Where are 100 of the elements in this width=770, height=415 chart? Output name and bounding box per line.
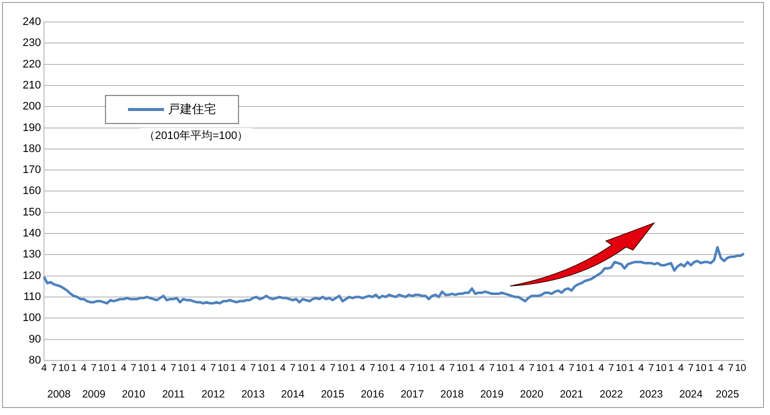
x-tick-label: 4 — [160, 363, 167, 374]
x2-tick-label: 2025 — [716, 388, 740, 401]
x-tick-label: 1 — [390, 363, 396, 374]
x-tick-label: 4 — [638, 363, 644, 374]
y-tick-label: 240 — [22, 16, 41, 28]
x-tick-label: 10 — [695, 363, 707, 374]
x-tick-label: 10 — [98, 363, 110, 374]
x-tick-label: 7 — [568, 363, 575, 374]
x-tick-label: 1 — [270, 363, 276, 374]
x-tick-label: 10 — [178, 363, 190, 374]
x-tick-label: 1 — [71, 363, 78, 374]
x-tick-label: 1 — [708, 363, 714, 374]
y-tick-label: 90 — [28, 333, 41, 346]
x-tick-label: 1 — [508, 363, 515, 374]
x2-tick-label: 2021 — [560, 388, 584, 401]
x-tick-label: 4 — [120, 363, 127, 374]
x-tick-label: 4 — [678, 363, 684, 374]
x2-tick-label: 2018 — [440, 388, 464, 401]
y-tick-label: 160 — [22, 185, 41, 198]
x-tick-label: 10 — [616, 363, 628, 374]
x-tick-label: 10 — [536, 363, 548, 374]
x-tick-label: 10 — [297, 363, 309, 374]
x-tick-label: 7 — [170, 363, 177, 374]
y-tick-label: 170 — [22, 164, 41, 176]
x-tick-label: 1 — [150, 363, 157, 374]
x-tick-label: 1 — [469, 363, 476, 374]
y-tick-label: 180 — [22, 142, 41, 155]
x-tick-label: 7 — [409, 363, 416, 374]
x-tick-label: 1 — [628, 363, 634, 374]
y-tick-label: 190 — [22, 122, 41, 134]
x-tick-label: 10 — [456, 363, 468, 374]
x-tick-label: 7 — [370, 363, 376, 374]
x-tick-label: 10 — [376, 363, 388, 374]
x2-tick-label: 2010 — [122, 388, 146, 401]
x-tick-label: 4 — [280, 363, 286, 374]
x-tick-label: 10 — [656, 363, 668, 374]
x-tick-label: 4 — [360, 363, 366, 374]
x2-tick-label: 2017 — [400, 388, 424, 401]
x-tick-label: 7 — [608, 363, 615, 374]
x-tick-label: 1 — [548, 363, 555, 374]
x-tick-label: 10 — [58, 363, 70, 374]
x-tick-label: 10 — [496, 363, 508, 374]
x-tick-label: 10 — [576, 363, 588, 374]
x-tick-label: 1 — [429, 363, 436, 374]
x2-tick-label: 2023 — [639, 388, 663, 401]
y-tick-label: 80 — [28, 354, 41, 366]
x2-tick-label: 2015 — [320, 388, 344, 401]
x-tick-label: 1 — [230, 363, 236, 374]
x-tick-label: 7 — [51, 363, 58, 374]
annotation: （2010年平均=100） — [144, 129, 248, 143]
x-tick-label: 7 — [130, 363, 137, 374]
x-tick-label: 10 — [735, 363, 747, 374]
x-tick-label: 7 — [90, 363, 97, 374]
x-tick-label: 7 — [290, 363, 296, 374]
x-tick-label: 1 — [190, 363, 197, 374]
x-tick-label: 7 — [728, 363, 734, 374]
y-tick-label: 210 — [22, 79, 41, 92]
x-tick-label: 4 — [479, 363, 486, 374]
x-tick-label: 10 — [138, 363, 150, 374]
x-tick-label: 10 — [337, 363, 349, 374]
x-tick-label: 1 — [310, 363, 316, 374]
x-tick-label: 4 — [400, 363, 406, 374]
x-tick-label: 4 — [320, 363, 326, 374]
x-tick-label: 4 — [518, 363, 525, 374]
x2-tick-label: 2012 — [202, 388, 226, 401]
x-tick-label: 7 — [688, 363, 694, 374]
x-tick-label: 7 — [250, 363, 256, 374]
x-tick-label: 7 — [330, 363, 336, 374]
x-tick-label: 10 — [218, 363, 230, 374]
x-tick-label: 7 — [528, 363, 535, 374]
x-tick-label: 4 — [598, 363, 605, 374]
y-tick-label: 130 — [22, 248, 41, 261]
x2-tick-label: 2016 — [360, 388, 384, 401]
x2-tick-label: 2019 — [480, 388, 504, 401]
y-tick-label: 220 — [22, 58, 41, 70]
x-tick-label: 7 — [648, 363, 654, 374]
y-tick-label: 200 — [22, 100, 41, 113]
x-tick-label: 4 — [718, 363, 724, 374]
x2-tick-label: 2024 — [679, 388, 703, 401]
x2-tick-label: 2020 — [520, 388, 544, 401]
legend-label: 戸建住宅 — [168, 101, 216, 118]
x2-tick-label: 2009 — [82, 388, 106, 401]
x2-tick-label: 2013 — [241, 388, 265, 401]
y-tick-label: 140 — [22, 228, 41, 240]
x-tick-label: 4 — [200, 363, 206, 374]
x-tick-label: 7 — [489, 363, 496, 374]
x-tick-label: 1 — [110, 363, 117, 374]
y-tick-label: 120 — [22, 270, 41, 282]
x2-tick-label: 2011 — [162, 388, 185, 401]
y-tick-label: 100 — [22, 312, 41, 324]
x2-tick-label: 2008 — [47, 388, 71, 401]
x-tick-label: 4 — [81, 363, 88, 374]
y-tick-label: 150 — [22, 206, 41, 218]
x2-tick-label: 2022 — [600, 388, 624, 401]
x-tick-label: 7 — [449, 363, 456, 374]
x2-tick-label: 2014 — [281, 388, 305, 401]
x-tick-label: 4 — [439, 363, 446, 374]
x-tick-label: 1 — [668, 363, 674, 374]
x-tick-label: 7 — [210, 363, 216, 374]
x-tick-label: 10 — [416, 363, 428, 374]
